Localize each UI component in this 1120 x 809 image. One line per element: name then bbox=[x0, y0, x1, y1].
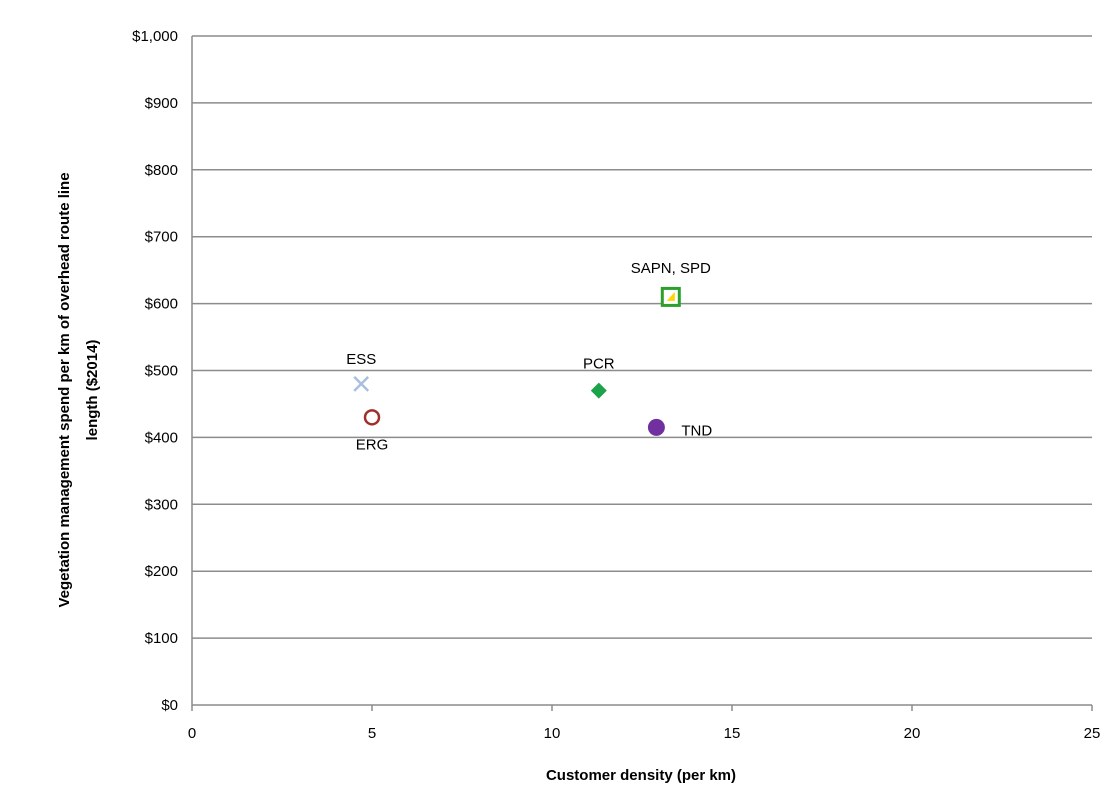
point-ess bbox=[353, 375, 370, 392]
y-tick-label: $600 bbox=[145, 296, 178, 313]
y-tick-labels: $0 $100 $200 $300 $400 $500 $600 $700 $800 $900 $1… bbox=[132, 28, 178, 714]
y-axis-title: Vegetation management spend per km of ov… bbox=[56, 172, 101, 607]
y-tick-label: $500 bbox=[145, 363, 178, 380]
x-tick-label: 20 bbox=[904, 725, 921, 742]
y-tick-label: $300 bbox=[145, 496, 178, 513]
point-sapn-spd-label: SAPN, SPD bbox=[631, 260, 711, 277]
point-pcr-label: PCR bbox=[583, 356, 615, 373]
point-tnd-label: TND bbox=[681, 422, 712, 439]
y-tick-label: $800 bbox=[145, 162, 178, 179]
y-axis-title-line2: length ($2014) bbox=[84, 340, 101, 441]
x-tick-label: 5 bbox=[368, 725, 376, 742]
x-tick-label: 10 bbox=[544, 725, 561, 742]
point-labels: ESS ERG PCR TND SAPN, SPD bbox=[346, 260, 712, 453]
data-points bbox=[353, 286, 681, 436]
point-sapn-spd bbox=[660, 286, 681, 307]
point-erg bbox=[363, 409, 381, 426]
y-tick-label: $700 bbox=[145, 229, 178, 246]
grid-lines bbox=[191, 35, 1093, 711]
point-tnd bbox=[647, 418, 665, 436]
point-erg-label: ERG bbox=[356, 436, 389, 453]
point-pcr bbox=[590, 382, 607, 399]
point-ess-label: ESS bbox=[346, 351, 376, 368]
y-tick-label: $200 bbox=[145, 563, 178, 580]
x-axis-title: Customer density (per km) bbox=[546, 767, 736, 784]
y-axis-title-line1: Vegetation management spend per km of ov… bbox=[56, 172, 73, 607]
x-tick-labels: 0 5 10 15 20 25 bbox=[188, 725, 1101, 742]
x-tick-label: 0 bbox=[188, 725, 196, 742]
x-tick-label: 15 bbox=[724, 725, 741, 742]
y-tick-label: $400 bbox=[145, 429, 178, 446]
y-tick-label: $1,000 bbox=[132, 28, 178, 45]
x-tick-label: 25 bbox=[1084, 725, 1101, 742]
y-tick-label: $900 bbox=[145, 95, 178, 112]
y-tick-label: $0 bbox=[161, 697, 178, 714]
y-tick-label: $100 bbox=[145, 630, 178, 647]
